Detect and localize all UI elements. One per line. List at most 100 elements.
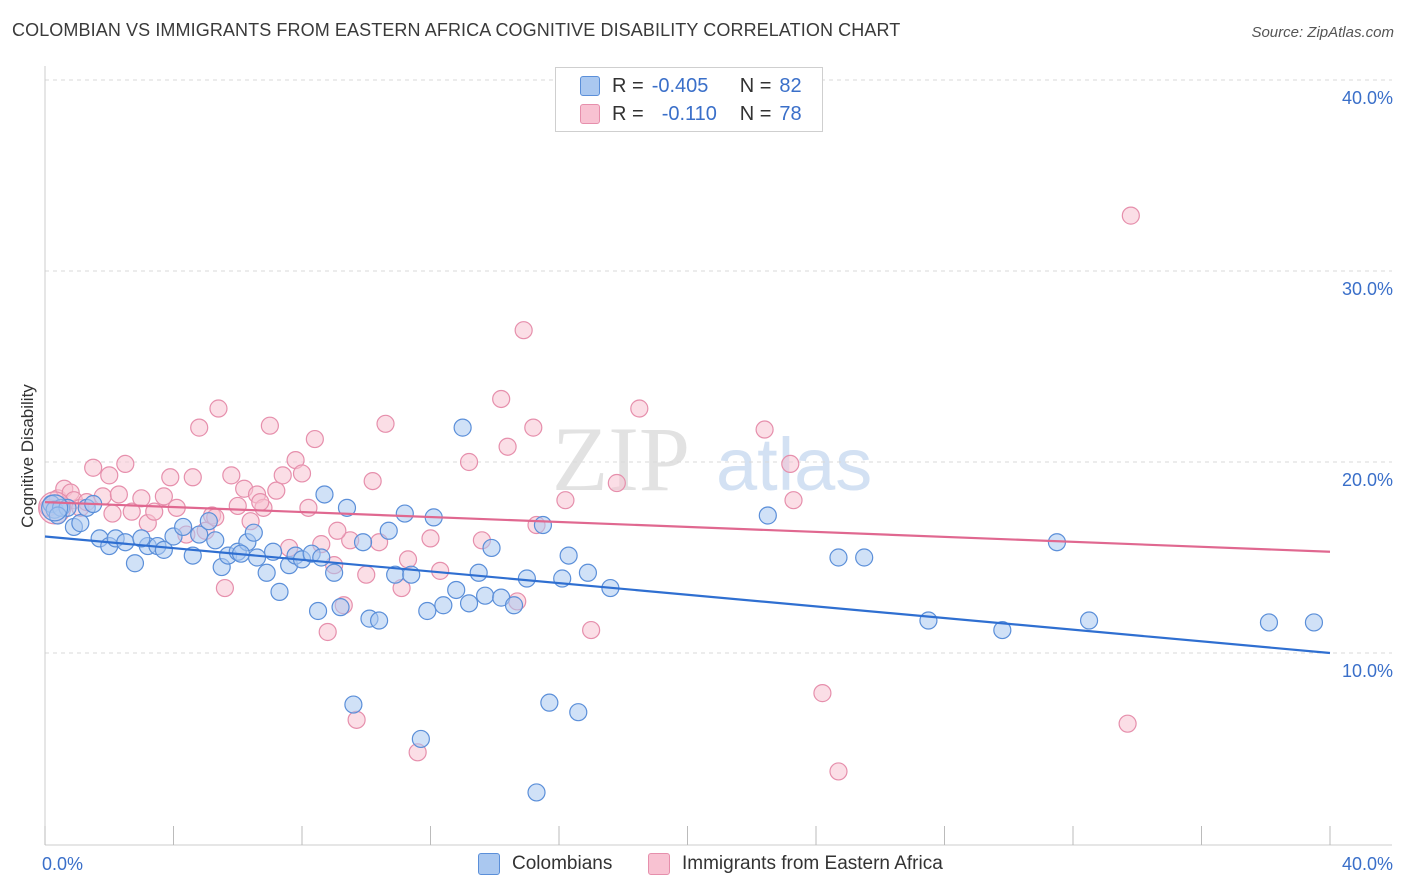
x-tick-label: 40.0%	[1342, 854, 1393, 874]
data-point	[174, 517, 193, 537]
data-point	[469, 563, 488, 582]
tick-labels: 10.0% 20.0% 30.0% 40.0% 0.0% 40.0%	[42, 88, 1393, 874]
data-point	[1259, 613, 1279, 632]
data-point	[630, 399, 649, 418]
data-point	[103, 504, 122, 523]
legend-n-label: N =	[739, 102, 772, 125]
data-point	[84, 458, 103, 477]
data-point	[190, 418, 209, 437]
data-point	[517, 569, 536, 588]
data-point	[447, 580, 466, 600]
data-point	[116, 454, 135, 474]
data-point	[199, 512, 218, 531]
data-point	[453, 418, 472, 437]
data-point	[476, 586, 495, 605]
data-point	[1121, 206, 1140, 225]
data-point	[312, 548, 331, 567]
data-point	[482, 538, 501, 558]
data-point	[247, 548, 267, 567]
data-point	[299, 498, 318, 517]
data-point	[1304, 613, 1324, 632]
data-point	[161, 468, 180, 487]
data-point	[315, 485, 334, 504]
data-point	[498, 437, 517, 456]
bottom-legend-immigrants: Immigrants from Eastern Africa	[648, 851, 943, 877]
data-point	[305, 429, 324, 449]
x-tick-label: 0.0%	[42, 854, 83, 874]
data-point	[504, 596, 524, 615]
data-point	[353, 533, 373, 552]
bottom-legend-label: Immigrants from Eastern Africa	[682, 853, 943, 874]
data-point	[344, 695, 363, 714]
grid	[45, 79, 1392, 654]
data-point	[781, 454, 800, 474]
legend-row-blue: R = -0.405 N = 82	[580, 72, 802, 100]
legend-r-value: -0.405	[651, 74, 709, 97]
watermark: ZIP atlas	[552, 408, 872, 510]
data-point	[325, 563, 344, 582]
data-point	[418, 601, 437, 621]
data-point	[524, 418, 543, 437]
data-point	[222, 466, 241, 485]
data-point	[318, 622, 337, 642]
data-point	[607, 473, 626, 493]
source-label: Source: ZipAtlas.com	[1251, 24, 1394, 41]
y-axis-label: Cognitive Disability	[18, 384, 37, 528]
data-point	[260, 416, 279, 435]
data-point	[100, 466, 119, 485]
legend-n-value: 82	[779, 74, 802, 97]
data-point	[398, 550, 418, 569]
data-point	[331, 598, 350, 617]
bottom-legend-swatch-pink	[648, 853, 670, 875]
data-point	[919, 611, 938, 630]
legend-r-value: -0.110	[661, 102, 717, 125]
legend-swatch-pink	[580, 104, 600, 124]
data-point	[190, 525, 209, 544]
legend-swatch-blue	[580, 76, 600, 96]
y-tick-label: 40.0%	[1342, 88, 1393, 108]
data-point	[215, 578, 234, 598]
chart-title: COLOMBIAN VS IMMIGRANTS FROM EASTERN AFR…	[12, 20, 901, 40]
data-point	[1079, 611, 1099, 630]
trend-line-immigrants	[44, 501, 1331, 553]
data-point	[1118, 714, 1137, 733]
legend-row-pink: R = -0.110 N = 78	[580, 100, 802, 128]
data-point	[421, 529, 440, 548]
data-point	[540, 693, 559, 712]
data-point	[459, 594, 479, 613]
data-point	[154, 540, 173, 559]
data-point	[492, 389, 511, 409]
data-point	[251, 493, 270, 512]
data-point	[125, 554, 145, 573]
y-tick-label: 10.0%	[1342, 661, 1393, 681]
y-tick-label: 20.0%	[1342, 470, 1393, 490]
data-point	[434, 596, 453, 615]
data-point	[132, 529, 151, 548]
data-point	[370, 611, 389, 630]
legend-n-value: 78	[779, 102, 802, 125]
data-point	[556, 491, 575, 510]
data-point	[347, 710, 366, 729]
data-point	[755, 420, 774, 439]
trend-lines	[44, 501, 1331, 655]
bottom-legend-swatch-blue	[478, 853, 500, 875]
bottom-legend-colombians: Colombians	[478, 851, 612, 877]
data-point	[813, 684, 832, 703]
data-point	[292, 464, 312, 483]
bottom-legend-label: Colombians	[512, 853, 613, 874]
data-point	[376, 414, 395, 433]
data-point	[829, 548, 848, 567]
y-tick-label: 30.0%	[1342, 279, 1393, 299]
data-point	[559, 546, 578, 565]
data-point	[758, 506, 777, 525]
data-point	[308, 601, 328, 621]
data-point	[270, 582, 289, 601]
legend-r-label: R =	[612, 74, 644, 97]
data-point	[337, 498, 357, 517]
trend-line-colombians	[44, 535, 1331, 655]
data-point-cluster	[41, 494, 69, 522]
data-point	[244, 523, 263, 542]
data-point	[228, 496, 247, 516]
data-point	[569, 703, 588, 722]
